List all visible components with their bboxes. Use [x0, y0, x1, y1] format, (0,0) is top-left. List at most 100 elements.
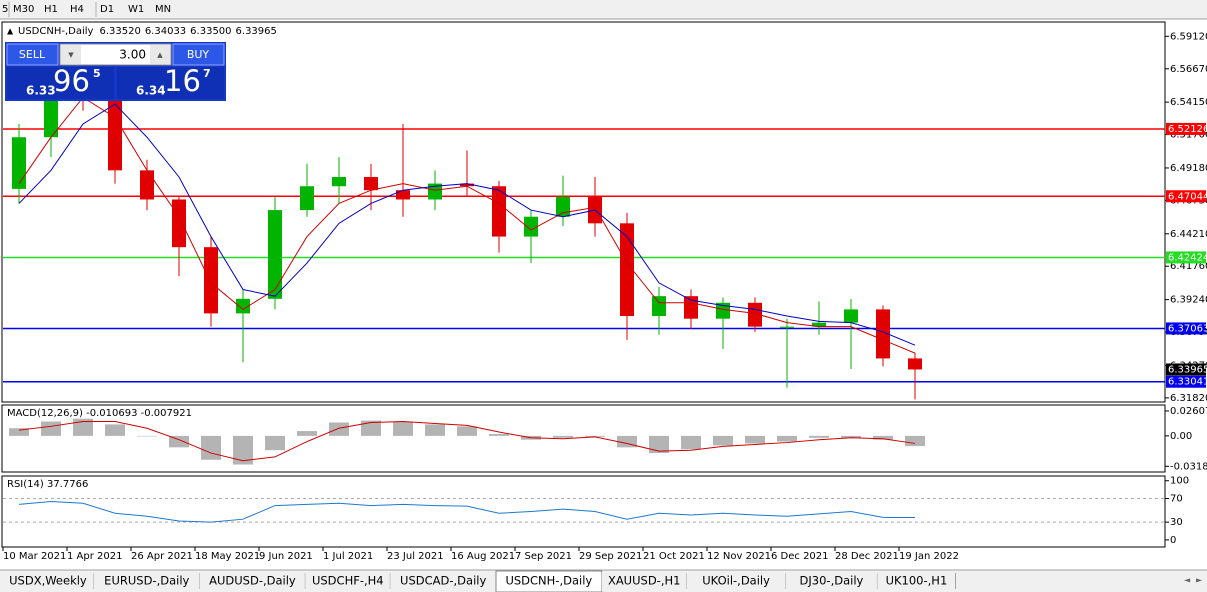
- y-tick-label: 6.59120: [1170, 31, 1207, 42]
- volume-input[interactable]: [59, 43, 172, 66]
- candle-body: [236, 298, 250, 314]
- tab-label[interactable]: EURUSD-,Daily: [104, 574, 189, 588]
- trade-panel: SELL ▼ ▲ 3.00 BUY 6.33 96 5 6.34 16 7: [5, 42, 226, 101]
- timeframe-button[interactable]: 5: [2, 4, 8, 15]
- level-tag: [1166, 375, 1206, 388]
- timeframe-button[interactable]: MN: [155, 4, 171, 15]
- macd-bar: [73, 418, 93, 436]
- x-tick-label: 21 Oct 2021: [643, 551, 705, 562]
- tab-label[interactable]: USDCNH-,Daily: [505, 574, 592, 588]
- macd-bar: [9, 428, 29, 436]
- plot-layer: 6.591206.566706.541506.517006.491806.467…: [2, 31, 1207, 562]
- moving-average: [18, 96, 916, 354]
- moving-average: [18, 103, 916, 346]
- candle-body: [172, 199, 186, 248]
- timeframe-button[interactable]: D1: [100, 4, 114, 15]
- candle-body: [428, 183, 442, 200]
- volume-up[interactable]: [150, 45, 170, 64]
- tab[interactable]: [785, 572, 878, 591]
- macd-bar: [361, 420, 381, 436]
- timeframe-button[interactable]: H4: [70, 4, 84, 15]
- timeframe-button[interactable]: H1: [44, 4, 58, 15]
- level-tag-label: 6.33041: [1168, 377, 1207, 388]
- volume-down[interactable]: [61, 45, 81, 64]
- macd-bar: [617, 435, 637, 448]
- level-tag-label: 6.42424: [1168, 252, 1207, 263]
- macd-bar: [105, 424, 125, 436]
- level-tag: [1166, 251, 1206, 264]
- tab-label[interactable]: USDCHF-,H4: [312, 574, 384, 588]
- tab[interactable]: [686, 572, 786, 591]
- macd-signal: [18, 421, 916, 462]
- volume-value[interactable]: 3.00: [119, 48, 146, 62]
- y-tick-label: 6.56670: [1170, 64, 1207, 75]
- buy-label[interactable]: BUY: [187, 48, 210, 61]
- y-tick-label: 6.44210: [1170, 229, 1207, 240]
- sell-button[interactable]: [6, 43, 59, 66]
- candle-body: [684, 296, 698, 319]
- tab-label[interactable]: USDX,Weekly: [9, 574, 87, 588]
- candle-body: [908, 358, 922, 370]
- macd-bar: [649, 435, 669, 454]
- timeframe-bar: 5 M30 H1 H4 D1 W1 MN: [2, 2, 171, 17]
- macd-bar: [713, 435, 733, 446]
- candle-body: [332, 176, 346, 187]
- y-tick-label: 6.49180: [1170, 163, 1207, 174]
- x-tick-label: 16 Aug 2021: [451, 551, 515, 562]
- collapse-arrow[interactable]: ▲: [7, 27, 14, 36]
- sell-price-pips: 96: [53, 64, 90, 98]
- rsi-panel: [1, 475, 1166, 548]
- tab-label[interactable]: XAUUSD-,H1: [608, 574, 681, 588]
- macd-bar: [297, 431, 317, 436]
- y-tick-label: 6.39240: [1170, 295, 1207, 306]
- macd-bar: [41, 421, 61, 436]
- candle-body: [268, 210, 282, 299]
- candle-body: [300, 186, 314, 211]
- x-tick-label: 26 Apr 2021: [131, 551, 193, 562]
- y-tick-label: 70: [1170, 493, 1183, 504]
- tab[interactable]: [93, 572, 200, 591]
- macd-bar: [873, 435, 893, 440]
- tab[interactable]: [390, 572, 496, 591]
- macd-bar: [329, 422, 349, 436]
- tab-label[interactable]: DJ30-,Daily: [800, 574, 864, 588]
- tab[interactable]: [601, 572, 687, 591]
- y-tick-label: -0.031827: [1170, 461, 1207, 472]
- buy-price-box[interactable]: [117, 67, 224, 99]
- candle-body: [844, 309, 858, 323]
- buy-button[interactable]: [172, 43, 225, 66]
- y-tick-label: 100: [1170, 476, 1189, 487]
- timeframe-button[interactable]: M30: [13, 4, 34, 15]
- x-tick-label: 9 Jun 2021: [259, 551, 313, 562]
- tab-label[interactable]: UK100-,H1: [886, 574, 948, 588]
- tab[interactable]: [877, 572, 956, 591]
- tab-label[interactable]: UKOil-,Daily: [702, 574, 770, 588]
- tab-scroll-left[interactable]: ◄: [1184, 576, 1191, 585]
- sell-label[interactable]: SELL: [19, 48, 46, 61]
- x-tick-label: 12 Nov 2021: [707, 551, 771, 562]
- tab-label[interactable]: AUDUSD-,Daily: [209, 574, 296, 588]
- tab[interactable]: [2, 572, 94, 591]
- up-arrow[interactable]: ▲: [157, 51, 163, 59]
- quote-close: 6.33965: [236, 26, 277, 37]
- timeframe-button[interactable]: W1: [128, 4, 144, 15]
- rsi-line: [18, 500, 916, 523]
- sell-price-box[interactable]: [7, 67, 114, 99]
- candle-body: [492, 186, 506, 237]
- tab-scroll-right[interactable]: ►: [1196, 576, 1203, 585]
- candle-body: [524, 216, 538, 237]
- x-tick-label: 29 Sep 2021: [579, 551, 642, 562]
- tab[interactable]: [305, 572, 391, 591]
- x-tick-label: 7 Sep 2021: [515, 551, 572, 562]
- macd-bar: [553, 435, 573, 438]
- tab[interactable]: [199, 572, 306, 591]
- y-tick-label: 0: [1170, 535, 1176, 546]
- down-arrow[interactable]: ▼: [68, 51, 74, 59]
- tab-label[interactable]: USDCAD-,Daily: [400, 574, 486, 588]
- y-tick-label: 6.51700: [1170, 130, 1207, 141]
- candle-body: [620, 223, 634, 317]
- y-tick-label: 6.41760: [1170, 261, 1207, 272]
- last-price-label: 6.33965: [1168, 364, 1207, 375]
- macd-bar: [425, 424, 445, 436]
